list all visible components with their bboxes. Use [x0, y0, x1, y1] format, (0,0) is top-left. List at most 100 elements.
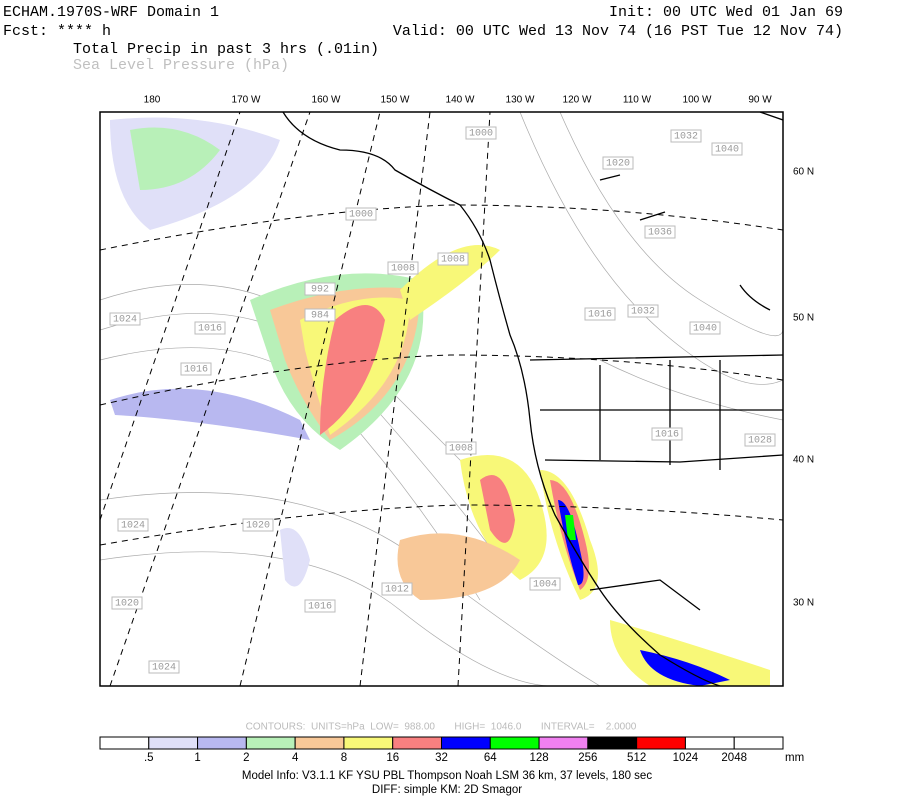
- colorbar-box: [197, 736, 247, 750]
- init-time: Init: 00 UTC Wed 01 Jan 69: [609, 4, 843, 21]
- pressure-label: 992: [311, 285, 329, 296]
- pressure-label: 1020: [246, 521, 270, 532]
- pressure-label: 1040: [693, 324, 717, 335]
- pressure-label: 1016: [588, 310, 612, 321]
- pressure-label-box: [437, 252, 469, 266]
- pressure-label: 1024: [113, 315, 137, 326]
- pressure-label-box: [242, 518, 274, 532]
- pressure-label: 1032: [674, 132, 698, 143]
- pressure-label: 1028: [748, 436, 772, 447]
- pressure-label-box: [148, 660, 180, 674]
- pressure-label: 1016: [308, 602, 332, 613]
- colorbar-box: [538, 736, 589, 750]
- colorbar-box: [636, 736, 686, 750]
- colorbar-box: [343, 736, 394, 750]
- pressure-label-box: [689, 321, 721, 335]
- pressure-label: 1004: [533, 580, 557, 591]
- pressure-label-box: [304, 599, 336, 613]
- longitude-label: 160 W: [312, 95, 341, 106]
- pressure-label: 1036: [648, 228, 672, 239]
- valid-time: Valid: 00 UTC Wed 13 Nov 74 (16 PST Tue …: [393, 23, 843, 40]
- pressure-label: 1008: [391, 264, 415, 275]
- latitude-label: 40 N: [793, 455, 814, 466]
- colorbar-box: [148, 736, 199, 750]
- pressure-label-box: [180, 362, 212, 376]
- colorbar-box: [587, 736, 638, 750]
- pressure-label: 1020: [115, 599, 139, 610]
- colorbar-label: 4: [292, 752, 299, 764]
- pressure-label: 1020: [606, 159, 630, 170]
- map-frame: [99, 111, 784, 687]
- pressure-labels: 1000 1032 1040 1020 1036 1000 1008 1008 1016 1032…: [109, 126, 776, 674]
- colorbar-label: 64: [484, 752, 497, 764]
- pressure-label: 1024: [121, 521, 145, 532]
- colorbar-box: [294, 736, 345, 750]
- pressure-label-box: [381, 582, 413, 596]
- overlay-title: Sea Level Pressure (hPa): [73, 57, 289, 74]
- forecast-hour: Fcst: **** h: [3, 23, 111, 40]
- pressure-label-box: [465, 126, 497, 140]
- pressure-label: 984: [311, 311, 329, 322]
- pressure-label: 1016: [184, 365, 208, 376]
- pressure-label-box: [109, 312, 141, 326]
- longitude-label: 90 W: [748, 95, 772, 106]
- colorbar-label: 2048: [721, 752, 747, 764]
- pressure-label-box: [194, 321, 226, 335]
- fields: [100, 112, 783, 686]
- pressure-label-box: [304, 282, 336, 296]
- colorbar-box: [392, 736, 443, 750]
- pressure-label: 1032: [631, 307, 655, 318]
- colorbar-label: 512: [627, 752, 646, 764]
- colorbar-box: [99, 736, 150, 750]
- colorbar-box: [441, 736, 491, 750]
- pressure-label: 1008: [441, 255, 465, 266]
- longitude-label: 140 W: [446, 95, 475, 106]
- pressure-label-box: [117, 518, 149, 532]
- colorbar-unit: mm: [785, 752, 804, 764]
- diff-info: DIFF: simple KM: 2D Smagor: [372, 784, 522, 796]
- longitude-label: 110 W: [623, 95, 652, 106]
- longitude-label: 100 W: [683, 95, 712, 106]
- pressure-label: 1024: [152, 663, 176, 674]
- model-info: Model Info: V3.1.1 KF YSU PBL Thompson N…: [242, 770, 652, 782]
- pressure-label-box: [711, 142, 743, 156]
- latitude-label: 60 N: [793, 167, 814, 178]
- colorbar-label: 128: [529, 752, 548, 764]
- pressure-label-box: [387, 261, 419, 275]
- latitude-label: 30 N: [793, 598, 814, 609]
- pressure-label-box: [111, 596, 143, 610]
- pressure-label-box: [744, 433, 776, 447]
- colorbar-box: [733, 736, 784, 750]
- pressure-label: 1016: [655, 430, 679, 441]
- pressure-label-box: [651, 427, 683, 441]
- pressure-label-box: [345, 207, 377, 221]
- map-area: 1000 1032 1040 1020 1036 1000 1008 1008 1016 1032…: [99, 111, 784, 687]
- pressure-label: 1016: [198, 324, 222, 335]
- pressure-label: 1000: [469, 129, 493, 140]
- pressure-label-box: [644, 225, 676, 239]
- pressure-label: 1040: [715, 145, 739, 156]
- pressure-label-box: [670, 129, 702, 143]
- pressure-label: 1000: [349, 210, 373, 221]
- longitude-label: 130 W: [506, 95, 535, 106]
- colorbar: .5 1 2 4 8 16 32 64 128 256 512 1024 2048 mm: [99, 736, 804, 764]
- longitude-label: 150 W: [381, 95, 410, 106]
- colorbar-label: 32: [435, 752, 448, 764]
- colorbar-label: 1024: [673, 752, 699, 764]
- contour-info: CONTOURS: UNITS=hPa LOW= 988.00 HIGH= 10…: [246, 722, 637, 733]
- colorbar-box: [684, 736, 735, 750]
- longitude-label: 170 W: [232, 95, 261, 106]
- model-title: ECHAM.1970S-WRF Domain 1: [3, 4, 219, 21]
- longitude-label: 180: [144, 95, 161, 106]
- colorbar-label: .5: [144, 752, 154, 764]
- pressure-label-box: [304, 308, 336, 322]
- pressure-label-box: [529, 577, 561, 591]
- pressure-label: 1008: [449, 444, 473, 455]
- colorbar-label: 8: [341, 752, 347, 764]
- colorbar-box: [245, 736, 296, 750]
- pressure-label-box: [602, 156, 634, 170]
- colorbar-label: 256: [578, 752, 597, 764]
- colorbar-box: [489, 736, 540, 750]
- latitude-label: 50 N: [793, 313, 814, 324]
